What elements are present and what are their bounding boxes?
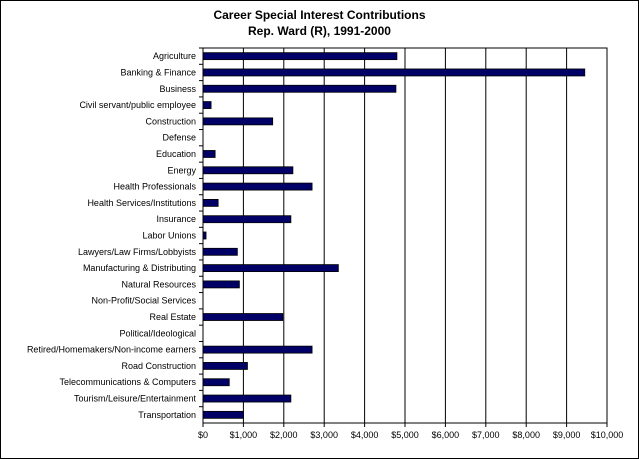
x-tick-label: $8,000: [512, 430, 540, 440]
category-label: Lawyers/Law Firms/Lobbyists: [78, 247, 197, 257]
bar: [202, 362, 248, 370]
category-label: Defense: [162, 133, 196, 143]
bar: [202, 52, 398, 61]
category-label: Civil servant/public employee: [79, 100, 196, 110]
bar: [202, 280, 240, 289]
category-label: Political/Ideological: [119, 328, 196, 338]
bar: [202, 378, 230, 387]
category-label: Retired/Homemakers/Non-income earners: [27, 345, 197, 355]
category-labels: Agriculture Banking & Finance Business Civi…: [27, 47, 203, 420]
x-tick-label: $0: [198, 430, 208, 440]
x-tick-label: $7,000: [472, 430, 500, 440]
x-axis-ticks: $0 $1,000 $2,000 $3,000 $4,000 $5,000 $6,000 $7…: [198, 423, 623, 440]
bar: [202, 410, 244, 419]
category-label: Labor Unions: [142, 231, 196, 241]
category-label: Telecommunications & Computers: [59, 377, 196, 387]
bar: [202, 394, 292, 403]
category-label: Health Services/Institutions: [87, 198, 196, 208]
chart-subtitle: Rep. Ward (R), 1991-2000: [248, 24, 391, 38]
x-tick-label: $10,000: [591, 430, 624, 440]
x-tick-label: $4,000: [351, 430, 379, 440]
bar: [202, 345, 313, 354]
bar: [202, 264, 339, 273]
category-label: Real Estate: [149, 312, 196, 322]
plot-area-border: [202, 47, 608, 424]
bar: [202, 68, 586, 77]
category-label: Transportation: [138, 410, 196, 420]
bars: [202, 52, 586, 419]
category-label: Banking & Finance: [120, 67, 196, 77]
category-label: Manufacturing & Distributing: [83, 263, 196, 273]
bar: [202, 198, 219, 207]
bar: [202, 101, 212, 109]
category-label: Education: [156, 149, 196, 159]
x-tick-label: $1,000: [230, 430, 258, 440]
bar: [202, 150, 216, 158]
category-label: Road Construction: [121, 361, 196, 371]
bar: [202, 182, 313, 191]
x-tick-label: $9,000: [553, 430, 581, 440]
category-label: Tourism/Leisure/Entertainment: [74, 394, 197, 404]
bar: [202, 313, 284, 321]
x-tick-label: $5,000: [391, 430, 419, 440]
gridlines: [242, 48, 568, 423]
category-label: Health Professionals: [113, 182, 196, 192]
category-label: Natural Resources: [121, 279, 196, 289]
bar: [202, 84, 397, 93]
x-tick-label: $2,000: [270, 430, 298, 440]
category-label: Insurance: [156, 214, 196, 224]
category-label: Construction: [145, 116, 196, 126]
bar: [202, 215, 292, 224]
bar: [202, 117, 274, 126]
category-label: Agriculture: [153, 51, 196, 61]
bar: [202, 166, 294, 175]
chart-title: Career Special Interest Contributions: [213, 8, 426, 22]
bar: [202, 247, 238, 256]
x-tick-label: $3,000: [310, 430, 338, 440]
category-label: Non-Profit/Social Services: [91, 296, 196, 306]
x-tick-label: $6,000: [432, 430, 460, 440]
category-label: Business: [159, 84, 196, 94]
category-label: Energy: [167, 165, 196, 175]
